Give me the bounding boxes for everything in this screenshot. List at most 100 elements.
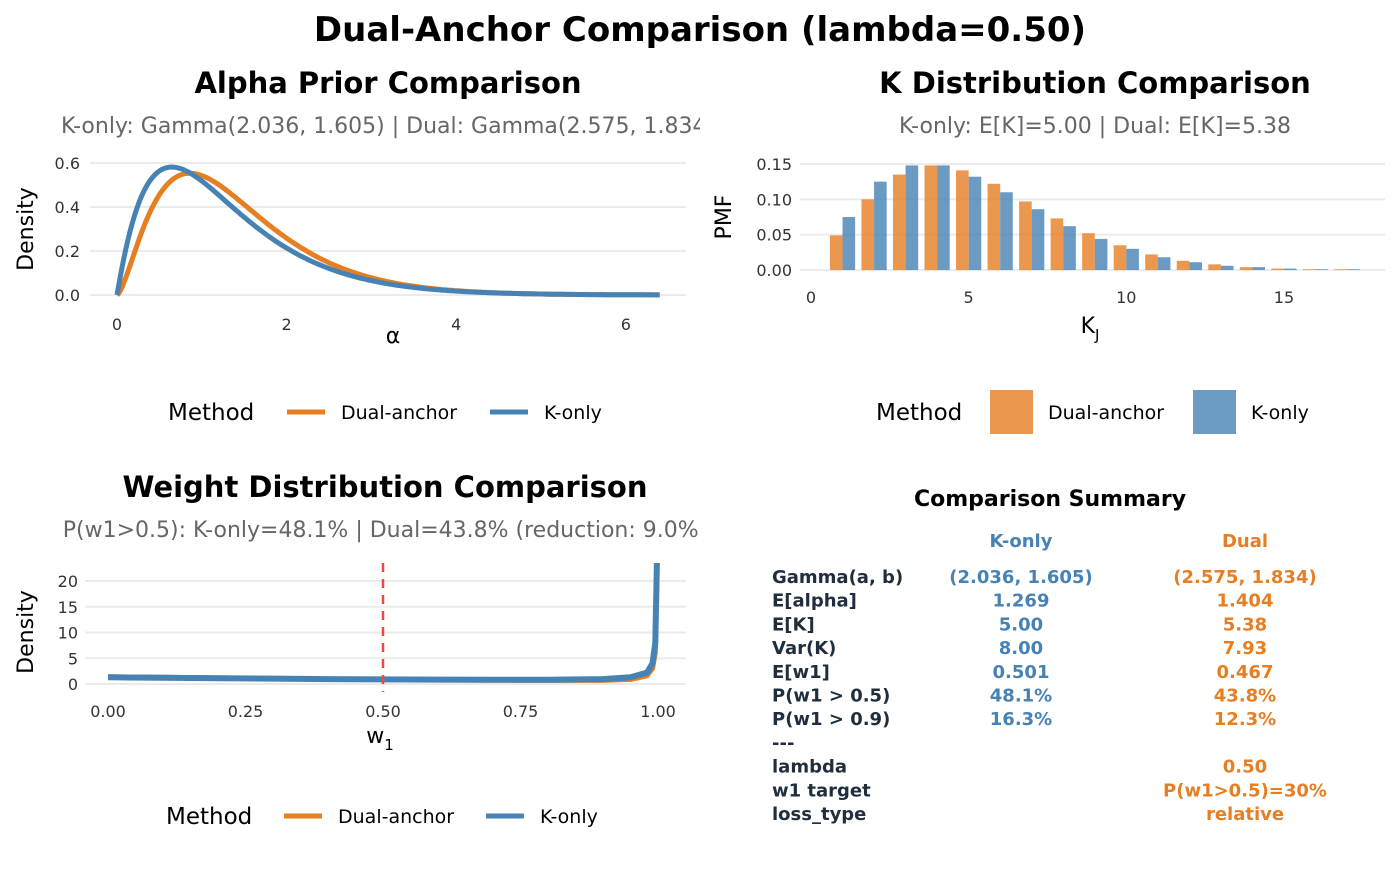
bar-konly xyxy=(1252,267,1266,270)
table-row-label: w1 target xyxy=(772,780,871,801)
y-tick-label: 0.6 xyxy=(55,154,80,173)
k-xlabel: KJ xyxy=(1081,314,1100,344)
y-tick-label: 0.05 xyxy=(756,226,792,245)
k-ylabel: PMF xyxy=(712,195,737,240)
y-tick-label: 20 xyxy=(58,572,78,591)
summary-table: Comparison Summary K-only Dual Gamma(a, … xyxy=(772,487,1327,825)
bar-konly xyxy=(1189,262,1202,270)
alpha-legend: Method Dual-anchor K-only xyxy=(168,400,602,426)
density-line-k-only xyxy=(107,562,660,683)
table-row-label: --- xyxy=(772,733,794,754)
bar-konly xyxy=(1126,248,1139,270)
x-tick-label: 0.75 xyxy=(503,702,539,721)
weight-title: Weight Distribution Comparison xyxy=(122,470,647,504)
table-cell-dual: 12.3% xyxy=(1214,709,1276,730)
bar-dual xyxy=(1145,254,1158,270)
bar-dual xyxy=(1082,233,1095,270)
legend-label-dual: Dual-anchor xyxy=(338,806,454,828)
table-cell-dual: 1.404 xyxy=(1217,591,1274,612)
legend-label-dual: Dual-anchor xyxy=(341,402,457,424)
table-cell-konly: (2.036, 1.605) xyxy=(949,567,1092,588)
y-tick-label: 0.0 xyxy=(55,286,80,305)
density-line-dual-anchor xyxy=(115,170,661,298)
legend-title: Method xyxy=(166,804,252,830)
table-cell-dual: P(w1>0.5)=30% xyxy=(1163,780,1327,801)
table-cell-konly: 0.501 xyxy=(993,662,1050,683)
weight-xlabel: w1 xyxy=(366,724,394,754)
table-header-dual: Dual xyxy=(1222,531,1268,552)
table-row-label: P(w1 > 0.9) xyxy=(772,709,890,730)
bar-dual xyxy=(1176,260,1190,270)
bar-dual xyxy=(1019,201,1032,270)
k-panel: K Distribution Comparison K-only: E[K]=5… xyxy=(712,66,1385,434)
density-line-k-only xyxy=(114,164,661,298)
x-tick-label: 0 xyxy=(806,288,816,307)
bar-dual xyxy=(1113,245,1127,270)
table-row-label: E[w1] xyxy=(772,662,830,683)
bar-konly xyxy=(937,165,950,270)
table-row-label: E[alpha] xyxy=(772,591,857,612)
table-cell-konly: 16.3% xyxy=(990,709,1052,730)
table-cell-konly: 8.00 xyxy=(999,638,1043,659)
bar-dual xyxy=(861,199,875,270)
weight-panel: Weight Distribution Comparison P(w1>0.5)… xyxy=(14,470,700,830)
table-cell-dual: 7.93 xyxy=(1223,638,1267,659)
alpha-panel: Alpha Prior Comparison K-only: Gamma(2.0… xyxy=(14,66,715,426)
k-legend: Method Dual-anchor K-only xyxy=(876,390,1309,434)
weight-ylabel: Density xyxy=(14,590,39,674)
table-title: Comparison Summary xyxy=(914,487,1186,512)
bar-dual xyxy=(829,235,843,270)
bar-konly xyxy=(1157,257,1171,270)
x-tick-label: 6 xyxy=(621,315,631,334)
x-tick-label: 5 xyxy=(964,288,974,307)
table-cell-konly: 5.00 xyxy=(999,614,1043,635)
bar-konly xyxy=(1347,269,1360,270)
bar-konly xyxy=(1283,268,1297,270)
bar-dual xyxy=(1271,268,1284,270)
bar-dual xyxy=(924,165,938,270)
table-cell-dual: 0.467 xyxy=(1217,662,1274,683)
bar-dual xyxy=(1334,269,1348,270)
y-tick-label: 10 xyxy=(58,624,78,643)
table-cell-dual: 43.8% xyxy=(1214,686,1276,707)
alpha-title: Alpha Prior Comparison xyxy=(194,66,581,100)
legend-label-konly: K-only xyxy=(540,806,598,828)
table-row-label: P(w1 > 0.5) xyxy=(772,686,890,707)
alpha-subtitle: K-only: Gamma(2.036, 1.605) | Dual: Gamm… xyxy=(61,114,715,139)
table-cell-konly: 1.269 xyxy=(993,591,1050,612)
main-title: Dual-Anchor Comparison (lambda=0.50) xyxy=(314,10,1086,50)
k-subtitle: K-only: E[K]=5.00 | Dual: E[K]=5.38 xyxy=(899,114,1291,139)
bar-konly xyxy=(1220,265,1234,270)
bar-dual xyxy=(1239,267,1253,270)
table-row-label: E[K] xyxy=(772,614,815,635)
x-tick-label: 4 xyxy=(451,315,461,334)
bar-dual xyxy=(1208,264,1221,270)
y-tick-label: 0.2 xyxy=(55,242,80,261)
legend-label-konly: K-only xyxy=(1251,402,1309,424)
x-tick-label: 15 xyxy=(1274,288,1294,307)
legend-title: Method xyxy=(168,400,254,426)
x-tick-label: 0.50 xyxy=(365,702,401,721)
bar-konly xyxy=(1000,192,1013,270)
legend-title: Method xyxy=(876,400,962,426)
y-tick-label: 0.00 xyxy=(756,261,792,280)
table-row-label: lambda xyxy=(772,757,847,778)
legend-key-dual xyxy=(990,390,1033,434)
bar-konly xyxy=(1031,209,1045,270)
table-row-label: Gamma(a, b) xyxy=(772,567,903,588)
y-tick-label: 0.15 xyxy=(756,155,792,174)
x-tick-label: 1.00 xyxy=(640,702,676,721)
legend-label-dual: Dual-anchor xyxy=(1048,402,1164,424)
table-header-konly: K-only xyxy=(990,531,1053,552)
x-tick-label: 10 xyxy=(1116,288,1136,307)
legend-label-konly: K-only xyxy=(544,402,602,424)
y-tick-label: 5 xyxy=(68,649,78,668)
bar-konly xyxy=(1063,226,1076,270)
x-tick-label: 2 xyxy=(282,315,292,334)
k-title: K Distribution Comparison xyxy=(879,66,1311,100)
bar-konly xyxy=(1094,238,1108,270)
x-tick-label: 0.25 xyxy=(228,702,264,721)
bar-konly xyxy=(968,176,982,270)
table-cell-konly: 48.1% xyxy=(990,686,1052,707)
